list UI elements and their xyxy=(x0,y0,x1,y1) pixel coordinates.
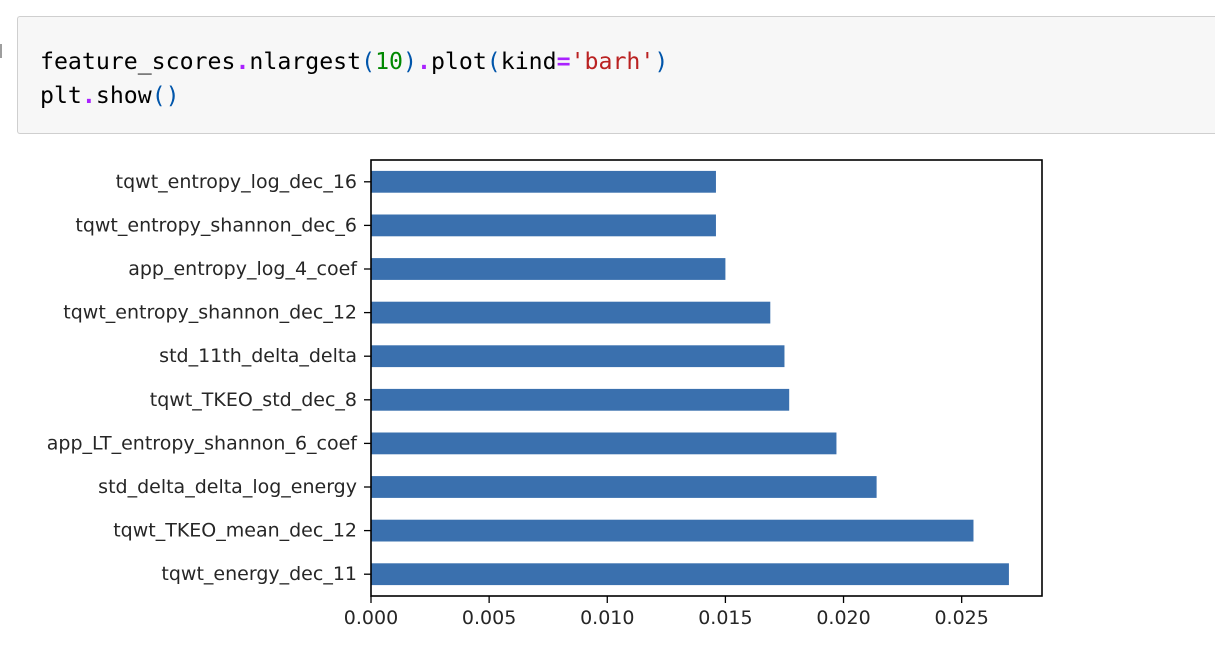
code-token: 'barh' xyxy=(570,48,655,75)
y-tick-label: tqwt_TKEO_mean_dec_12 xyxy=(113,520,357,542)
y-tick-label: std_11th_delta_delta xyxy=(159,345,357,367)
code-token: 10 xyxy=(375,48,403,75)
code-token: kind xyxy=(500,48,557,75)
x-tick-label: 0.015 xyxy=(698,607,752,629)
bar-tqwt_entropy_shannon_dec_12 xyxy=(371,301,771,324)
code-token: ( xyxy=(486,48,501,75)
bar-tqwt_energy_dec_11 xyxy=(371,563,1009,586)
y-tick-label: tqwt_entropy_log_dec_16 xyxy=(116,171,357,193)
code-editor[interactable]: feature_scores.nlargest(10).plot(kind='b… xyxy=(40,45,668,113)
code-token: . xyxy=(235,48,250,75)
bar-tqwt_entropy_shannon_dec_6 xyxy=(371,214,716,237)
barh-chart: tqwt_energy_dec_11 tqwt_TKEO_mean_dec_12 s… xyxy=(47,159,1043,629)
plot-frame xyxy=(370,159,1043,597)
bar-std_11th_delta_delta xyxy=(371,345,785,368)
y-tick-label: app_entropy_log_4_coef xyxy=(128,258,358,280)
bar-app_entropy_log_4_coef xyxy=(371,258,726,280)
bar-tqwt_TKEO_mean_dec_12 xyxy=(371,519,974,542)
y-tick-label: tqwt_entropy_shannon_dec_12 xyxy=(63,302,357,324)
code-token: ) xyxy=(403,48,417,75)
code-token: nlargest xyxy=(249,48,362,75)
code-token: ( xyxy=(361,48,376,75)
bar-std_delta_delta_log_energy xyxy=(371,476,877,498)
cell-output: tqwt_energy_dec_11 tqwt_TKEO_mean_dec_12 s… xyxy=(0,140,1215,667)
x-tick-label: 0.010 xyxy=(580,607,634,629)
x-tick-label: 0.005 xyxy=(462,607,516,629)
x-tick-label: 0.020 xyxy=(816,607,870,629)
code-line: feature_scores.nlargest(10).plot(kind='b… xyxy=(40,45,668,79)
y-tick-label: tqwt_energy_dec_11 xyxy=(161,563,357,585)
y-tick-label: tqwt_TKEO_std_dec_8 xyxy=(150,389,357,411)
code-token: plt xyxy=(40,82,82,109)
bar-app_LT_entropy_shannon_6_coef xyxy=(371,432,837,455)
code-token: ) xyxy=(654,48,669,75)
code-token: show xyxy=(95,82,152,109)
bar-tqwt_TKEO_std_dec_8 xyxy=(371,388,790,411)
code-line: plt.show() xyxy=(40,79,668,113)
code-token: feature_scores xyxy=(40,48,236,75)
x-tick-label: 0.000 xyxy=(344,607,398,629)
x-tick-label: 0.025 xyxy=(934,607,988,629)
y-tick-label: std_delta_delta_log_energy xyxy=(98,476,357,498)
bar-tqwt_entropy_log_dec_16 xyxy=(371,170,716,193)
y-tick-label: tqwt_entropy_shannon_dec_6 xyxy=(75,214,357,236)
y-tick-label: app_LT_entropy_shannon_6_coef xyxy=(47,432,359,454)
cell-collapse-marker[interactable] xyxy=(0,44,2,58)
code-token: () xyxy=(151,82,180,109)
code-token: . xyxy=(81,82,96,109)
code-cell[interactable]: feature_scores.nlargest(10).plot(kind='b… xyxy=(17,16,1215,134)
code-token: plot xyxy=(430,48,487,75)
code-token: = xyxy=(556,48,571,75)
code-token: . xyxy=(416,48,431,75)
